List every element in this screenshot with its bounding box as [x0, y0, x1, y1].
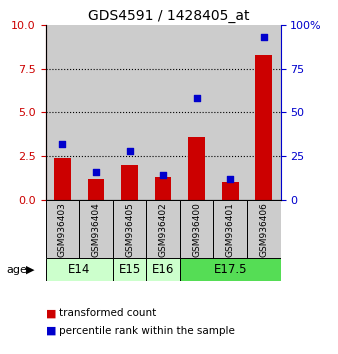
- Text: GSM936404: GSM936404: [92, 202, 100, 257]
- Bar: [46, 258, 113, 281]
- Bar: [113, 200, 146, 258]
- Bar: [180, 25, 213, 200]
- Bar: [213, 25, 247, 200]
- Bar: [54, 158, 71, 200]
- Text: E16: E16: [152, 263, 174, 276]
- Text: ▶: ▶: [26, 265, 35, 275]
- Bar: [113, 258, 146, 281]
- Bar: [247, 200, 281, 258]
- Bar: [146, 25, 180, 200]
- Text: GDS4591 / 1428405_at: GDS4591 / 1428405_at: [88, 9, 250, 23]
- Text: GSM936402: GSM936402: [159, 202, 168, 257]
- Text: GSM936405: GSM936405: [125, 202, 134, 257]
- Text: E14: E14: [68, 263, 90, 276]
- Text: E15: E15: [118, 263, 141, 276]
- Bar: [222, 183, 239, 200]
- Text: percentile rank within the sample: percentile rank within the sample: [59, 326, 235, 336]
- Bar: [155, 177, 171, 200]
- Point: [160, 173, 166, 178]
- Text: ■: ■: [46, 326, 56, 336]
- Bar: [88, 179, 104, 200]
- Bar: [46, 200, 79, 258]
- Point: [127, 148, 132, 154]
- Text: ■: ■: [46, 308, 56, 318]
- Bar: [247, 25, 281, 200]
- Text: GSM936400: GSM936400: [192, 202, 201, 257]
- Point: [93, 169, 99, 175]
- Bar: [256, 55, 272, 200]
- Text: transformed count: transformed count: [59, 308, 156, 318]
- Bar: [46, 25, 79, 200]
- Text: E17.5: E17.5: [214, 263, 247, 276]
- Text: age: age: [7, 265, 28, 275]
- Bar: [79, 25, 113, 200]
- Bar: [121, 165, 138, 200]
- Bar: [113, 25, 146, 200]
- Point: [227, 176, 233, 182]
- Point: [194, 96, 199, 101]
- Text: GSM936401: GSM936401: [226, 202, 235, 257]
- Point: [60, 141, 65, 147]
- Text: GSM936406: GSM936406: [259, 202, 268, 257]
- Bar: [146, 258, 180, 281]
- Bar: [188, 137, 205, 200]
- Text: GSM936403: GSM936403: [58, 202, 67, 257]
- Bar: [180, 200, 213, 258]
- Point: [261, 34, 266, 40]
- Bar: [180, 258, 281, 281]
- Bar: [146, 200, 180, 258]
- Bar: [213, 200, 247, 258]
- Bar: [79, 200, 113, 258]
